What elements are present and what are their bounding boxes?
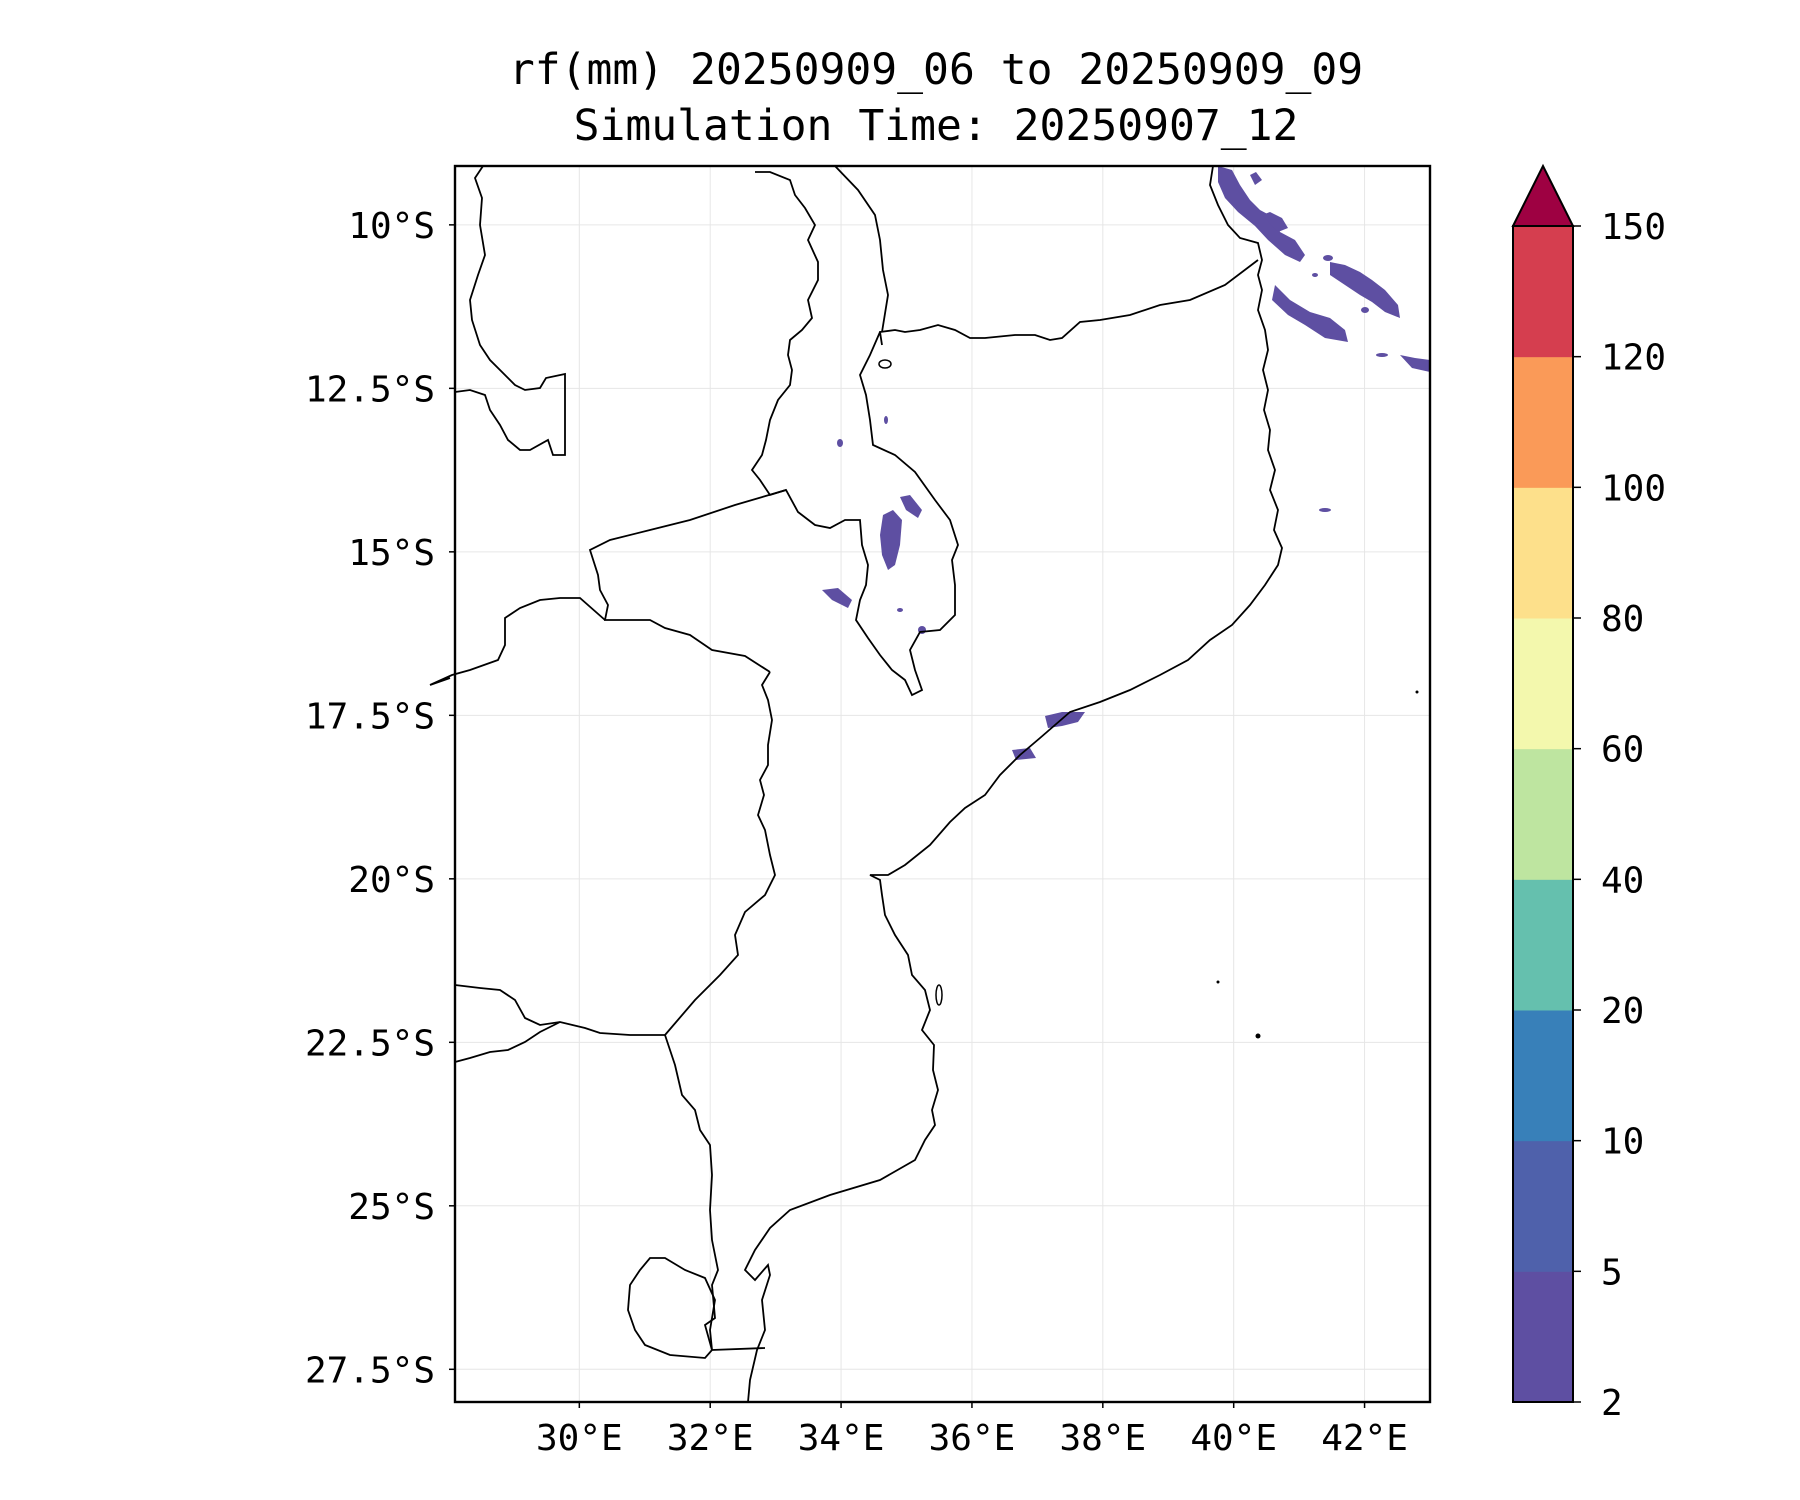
colorbar-segment (1513, 226, 1573, 358)
rain-speck (1312, 273, 1318, 277)
border-tanzania-mozambique (878, 259, 1259, 346)
bazaruto-island (935, 984, 943, 1006)
map-frame (453, 164, 1432, 1404)
lon-tick-label: 42°E (1321, 1418, 1408, 1459)
colorbar-segment (1513, 879, 1573, 1011)
colorbar-tick-label: 60 (1601, 730, 1644, 771)
lat-tick-label: 10°S (348, 206, 435, 247)
colorbar: 2 5 10 20 40 60 80 100 120 150 (1511, 163, 1666, 1424)
lon-tick-label: 32°E (667, 1418, 754, 1459)
colorbar-tick-label: 120 (1601, 338, 1666, 379)
rain-patch (1400, 355, 1430, 372)
lon-tick-label: 36°E (929, 1418, 1016, 1459)
colorbar-extend-arrow (1511, 163, 1575, 227)
map-subtitle: Simulation Time: 20250907_12 (573, 101, 1299, 151)
rainfall-field (822, 165, 1430, 760)
rain-patch (822, 588, 852, 608)
rain-patch (1272, 285, 1348, 342)
border-botswana-south-africa (454, 1021, 561, 1063)
rain-speck (1323, 255, 1333, 261)
colorbar-segment (1513, 748, 1573, 880)
rain-patch (1045, 712, 1085, 728)
border-zimbabwe-mozambique (664, 671, 776, 1036)
rain-speck (897, 608, 903, 612)
lat-tick-label: 12.5°S (305, 369, 435, 410)
border-zambia-zimbabwe (429, 597, 606, 686)
rain-patch (1250, 172, 1262, 185)
rain-patch (900, 495, 922, 518)
colorbar-segment (1513, 1010, 1573, 1142)
colorbar-tick-label: 40 (1601, 860, 1644, 901)
lat-tick-label: 20°S (348, 860, 435, 901)
colorbar-tick-label: 80 (1601, 599, 1644, 640)
colorbar-tick-label: 2 (1601, 1383, 1623, 1424)
border-zambia-drc (454, 165, 566, 456)
colorbar-segment (1513, 618, 1573, 750)
colorbar-segment (1513, 487, 1573, 619)
lat-tick-label: 22.5°S (305, 1023, 435, 1064)
lat-tick-label: 27.5°S (305, 1350, 435, 1391)
rain-speck (884, 416, 888, 424)
lat-tick-label: 25°S (348, 1187, 435, 1228)
lon-tick-label: 38°E (1059, 1418, 1146, 1459)
colorbar-segment (1513, 356, 1573, 488)
rain-speck (1376, 353, 1388, 357)
colorbar-tick-label: 10 (1601, 1122, 1644, 1163)
juan-de-nova (1415, 690, 1419, 694)
lon-tick-label: 34°E (798, 1418, 885, 1459)
border-malawi-tanzania (834, 165, 889, 333)
rain-speck (1319, 508, 1331, 512)
lon-tick-label: 30°E (536, 1418, 623, 1459)
likoma-island (878, 359, 892, 369)
colorbar-segment (1513, 1140, 1573, 1272)
map-title: rf(mm) 20250909_06 to 20250909_09 (508, 45, 1364, 95)
bassas-da-india (1216, 980, 1220, 984)
border-south-africa-mozambique (664, 1034, 719, 1351)
europa-island (1255, 1033, 1261, 1039)
border-eswatini (627, 1257, 766, 1359)
map-gridlines (455, 166, 1430, 1402)
border-zambia-mozambique (588, 489, 787, 673)
border-malawi (750, 171, 959, 697)
border-zimbabwe-south-africa (454, 984, 665, 1036)
map-axes: 30°E 32°E 34°E 36°E 38°E 40°E 42°E 10°S 12.5°S 15… (305, 206, 1408, 1459)
country-borders (429, 165, 1419, 1403)
lat-tick-label: 17.5°S (305, 696, 435, 737)
colorbar-tick-label: 100 (1601, 468, 1666, 509)
colorbar-tick-label: 20 (1601, 991, 1644, 1032)
rain-patch (1262, 212, 1288, 232)
lon-tick-label: 40°E (1190, 1418, 1277, 1459)
rain-patch (1330, 262, 1400, 318)
coastline (743, 165, 1283, 1403)
rain-patch (880, 510, 902, 570)
colorbar-segment (1513, 1271, 1573, 1403)
colorbar-frame (1512, 225, 1574, 1403)
rain-speck (837, 439, 843, 447)
colorbar-tick-label: 150 (1601, 207, 1666, 248)
colorbar-tick-label: 5 (1601, 1252, 1623, 1293)
lat-tick-label: 15°S (348, 533, 435, 574)
rain-speck (1361, 307, 1369, 313)
rain-patch (1218, 166, 1305, 262)
